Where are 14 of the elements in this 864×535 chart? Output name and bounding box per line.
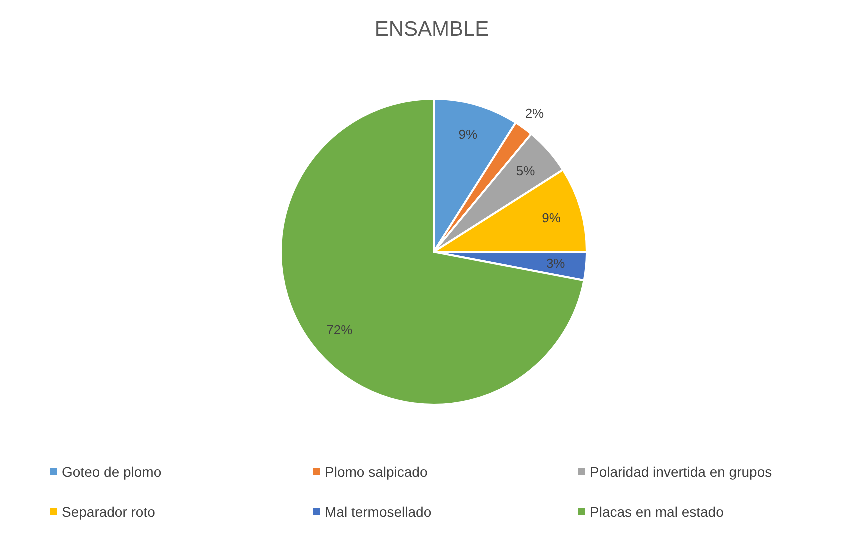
chart-title: ENSAMBLE — [374, 18, 490, 41]
data-label: 5% — [516, 164, 536, 179]
legend-label: Plomo salpicado — [325, 464, 428, 480]
legend-label: Goteo de plomo — [62, 464, 162, 480]
data-label: 2% — [525, 106, 545, 121]
legend-label: Mal termosellado — [325, 504, 432, 520]
legend-label: Polaridad invertida en grupos — [590, 464, 772, 480]
legend-label: Separador roto — [62, 504, 156, 520]
legend-label: Placas en mal estado — [590, 504, 724, 520]
data-label: 9% — [458, 127, 478, 142]
data-label: 9% — [542, 210, 562, 226]
data-label: 3% — [546, 256, 566, 272]
data-label: 72% — [326, 322, 354, 338]
pie-slice — [280, 98, 586, 406]
